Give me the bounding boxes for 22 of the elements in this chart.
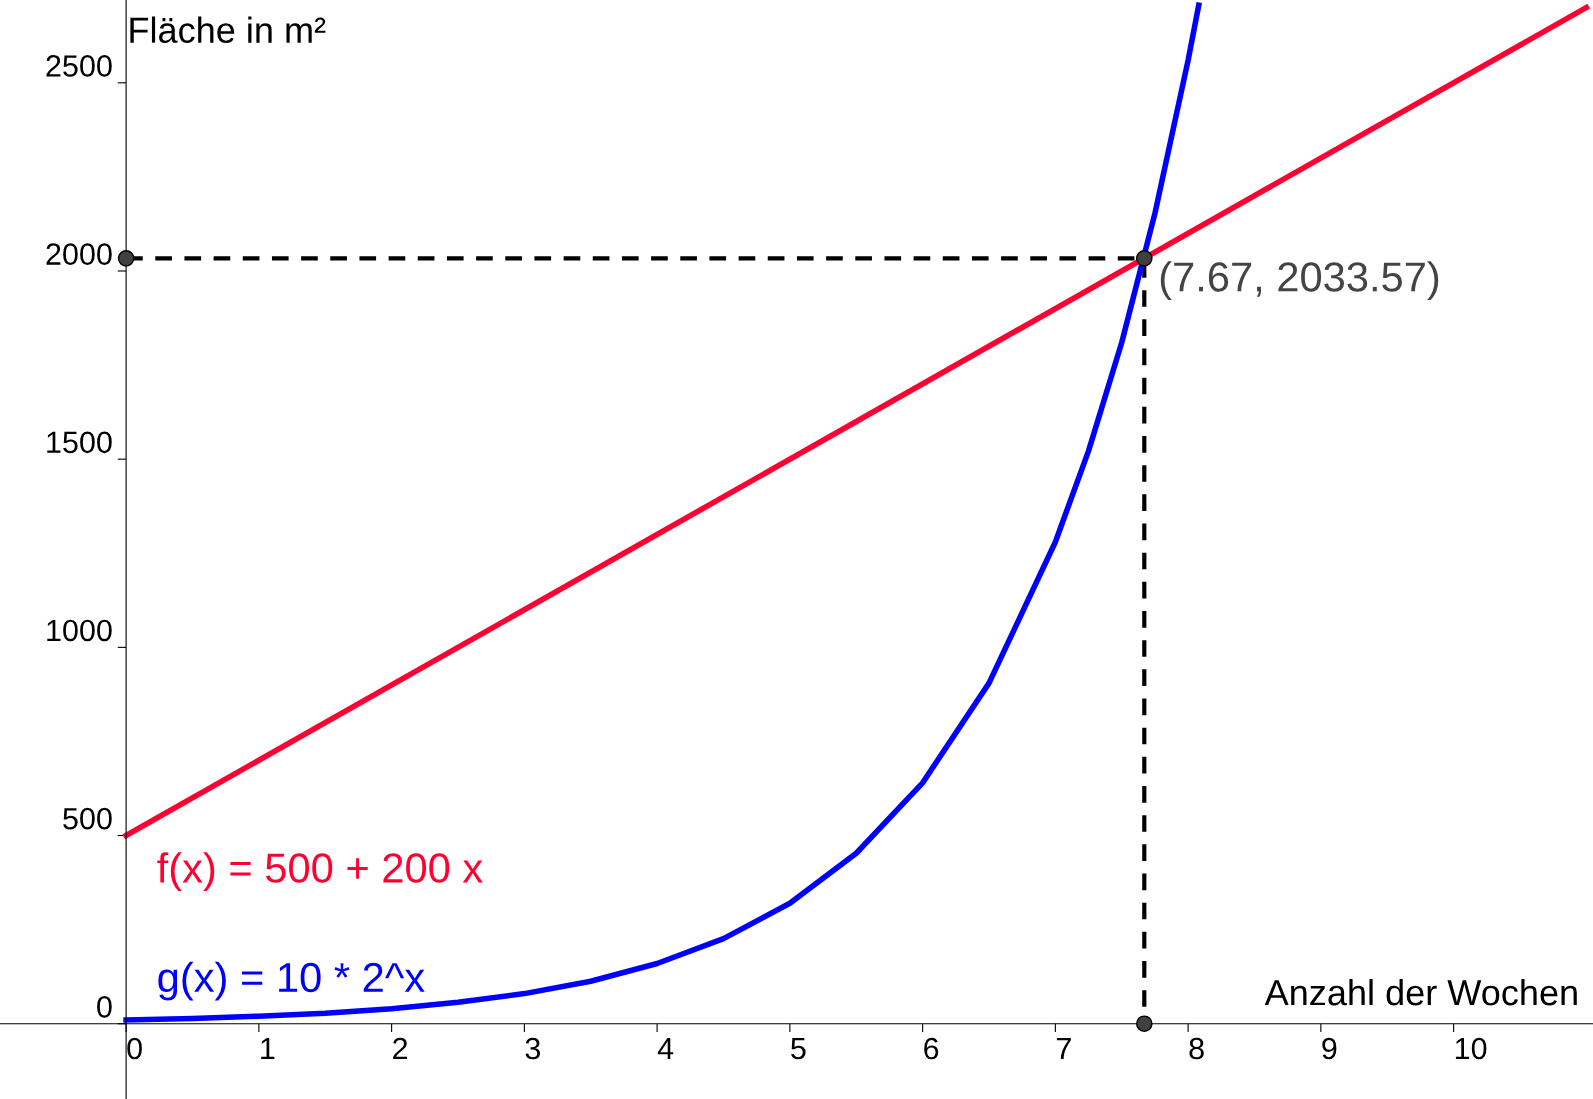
y-tick-label: 500	[63, 807, 112, 830]
x-tick-label: 7	[1056, 1038, 1071, 1060]
series-label: g(x) = 10 * 2^x	[158, 961, 425, 1001]
x-tick-label: 0	[127, 1037, 142, 1060]
y-tick-label: 2000	[46, 243, 112, 265]
x-tick-label: 1	[261, 1038, 275, 1060]
x-tick-label: 10	[1455, 1037, 1487, 1060]
y-tick-label: 1500	[47, 431, 112, 454]
series-label: f(x) = 500 + 200 x	[157, 852, 483, 892]
x-tick-label: 6	[924, 1037, 939, 1060]
x-tick-label: 2	[393, 1037, 408, 1060]
y-tick-label: 0	[97, 996, 112, 1018]
annotation: (7.67, 2033.57)	[1160, 261, 1439, 300]
y-tick-label: 1000	[47, 619, 112, 642]
x-tick-label: 4	[657, 1038, 674, 1060]
x-axis-title: Anzahl der Wochen	[1264, 978, 1577, 1006]
x-tick-label: 5	[791, 1038, 806, 1060]
x-tick-label: 8	[1189, 1037, 1204, 1060]
y-tick-label: 2500	[46, 55, 112, 77]
y-axis-title: Fläche in m²	[130, 16, 326, 44]
x-tick-label: 9	[1322, 1037, 1337, 1060]
x-tick-label: 3	[525, 1037, 541, 1060]
